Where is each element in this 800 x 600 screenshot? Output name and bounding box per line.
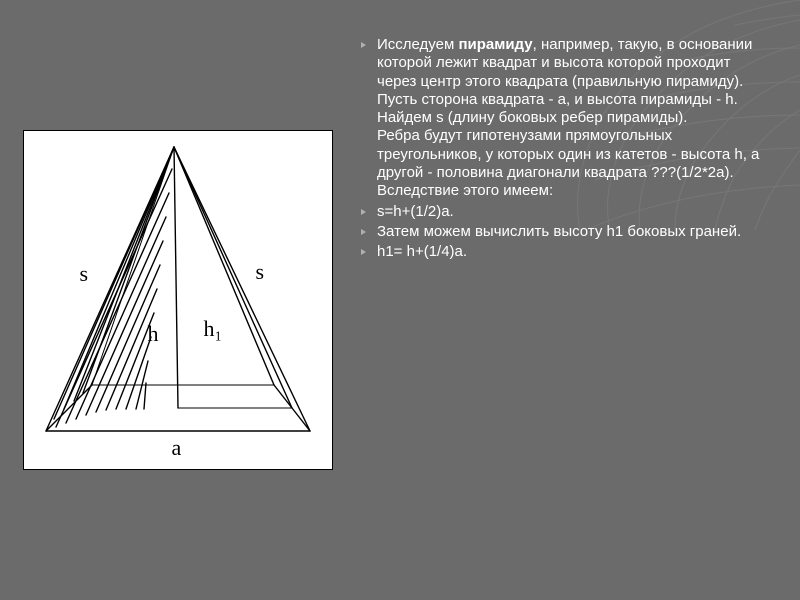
bullet-3-text: Затем можем вычислить высоту h1 боковых …: [377, 223, 741, 240]
pyramid-svg: [24, 131, 332, 469]
slide-content: s s h h₁ a Исследуем пирамиду, например,…: [0, 0, 800, 600]
bullet-1: Исследуем пирамиду, например, такую, в о…: [355, 36, 770, 201]
pyramid-figure: s s h h₁ a: [23, 130, 333, 470]
bullet-4: h1= h+(1/4)a.: [355, 243, 770, 261]
figure-panel: s s h h₁ a: [0, 0, 355, 600]
label-a: a: [172, 435, 182, 461]
label-s-right: s: [256, 259, 265, 285]
bullet-4-text: h1= h+(1/4)a.: [377, 243, 467, 260]
label-h: h: [148, 321, 159, 347]
label-h1: h₁: [204, 316, 223, 342]
bullet-3: Затем можем вычислить высоту h1 боковых …: [355, 223, 770, 241]
bullet-2: s=h+(1/2)a.: [355, 203, 770, 221]
label-s-left: s: [80, 261, 89, 287]
bullet-1-text: Исследуем пирамиду, например, такую, в о…: [377, 36, 759, 199]
bullet-list: Исследуем пирамиду, например, такую, в о…: [355, 36, 770, 262]
bullet-2-text: s=h+(1/2)a.: [377, 203, 454, 220]
text-panel: Исследуем пирамиду, например, такую, в о…: [355, 0, 800, 600]
